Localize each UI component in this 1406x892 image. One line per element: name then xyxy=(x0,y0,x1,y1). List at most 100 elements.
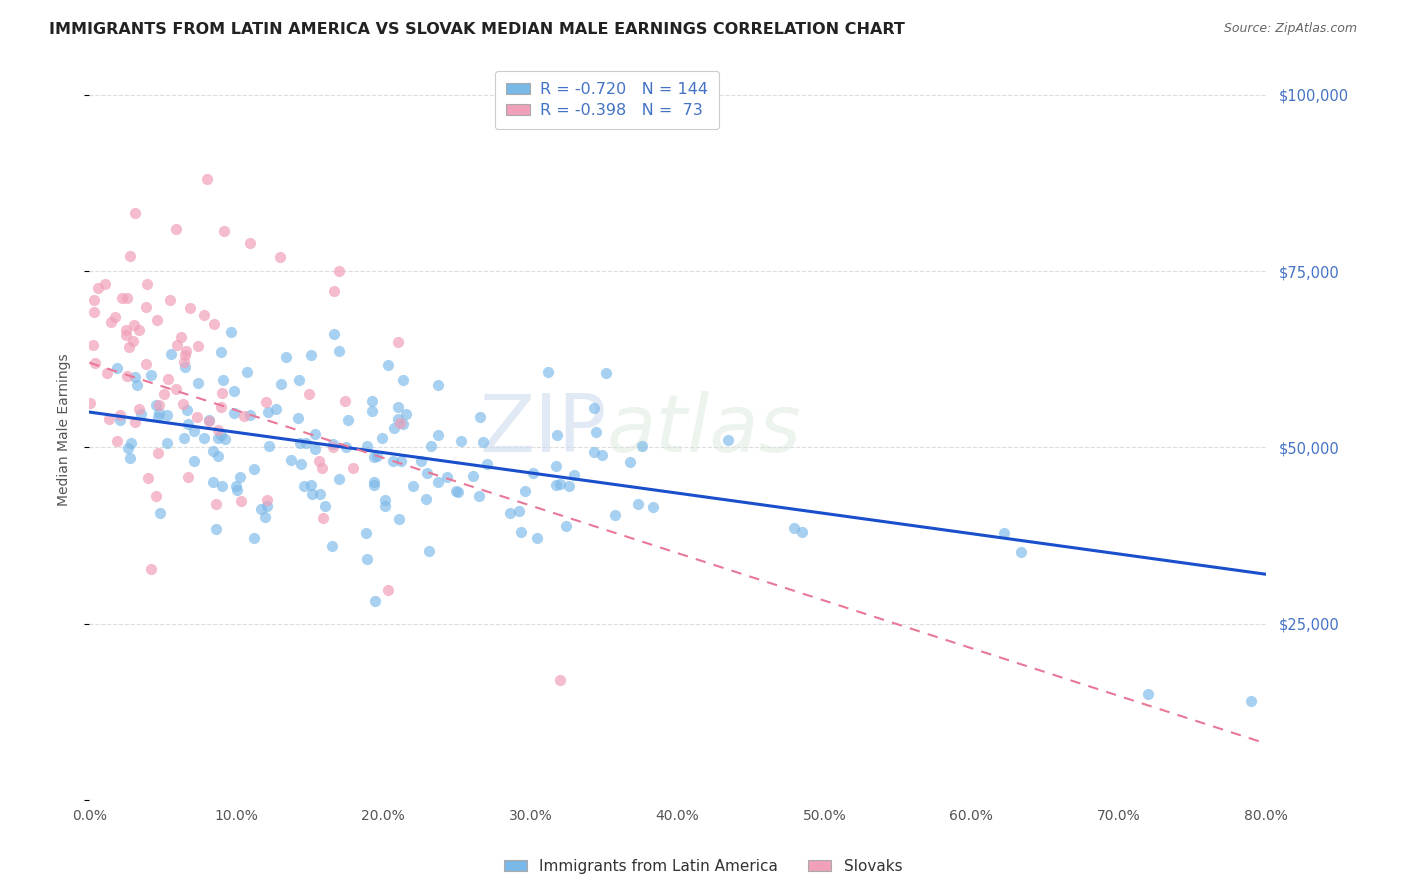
Point xyxy=(288,436,311,450)
Point xyxy=(450,434,472,449)
Point xyxy=(239,235,262,250)
Point xyxy=(363,477,385,491)
Point xyxy=(193,431,215,445)
Text: ZIP: ZIP xyxy=(479,391,607,468)
Point xyxy=(148,406,170,420)
Point xyxy=(156,408,179,422)
Point xyxy=(582,401,605,416)
Point xyxy=(79,396,101,410)
Point xyxy=(513,483,536,498)
Point xyxy=(117,442,139,456)
Point xyxy=(174,359,197,374)
Point xyxy=(409,454,432,468)
Point xyxy=(225,479,247,493)
Point xyxy=(499,506,522,520)
Point xyxy=(447,484,470,499)
Point xyxy=(364,593,387,607)
Point xyxy=(118,249,141,263)
Point xyxy=(387,401,409,415)
Point xyxy=(356,439,378,453)
Point xyxy=(280,452,302,467)
Point xyxy=(128,323,150,337)
Point xyxy=(562,467,585,482)
Point xyxy=(475,457,498,471)
Point xyxy=(83,293,105,307)
Point xyxy=(193,308,215,322)
Point xyxy=(792,524,814,539)
Point xyxy=(211,479,233,493)
Point xyxy=(243,462,266,476)
Point xyxy=(82,338,104,352)
Point xyxy=(149,507,172,521)
Point xyxy=(472,435,495,450)
Point xyxy=(183,424,205,438)
Point xyxy=(522,466,544,480)
Point xyxy=(84,355,107,369)
Point xyxy=(419,439,441,453)
Point xyxy=(198,412,221,426)
Point xyxy=(256,493,278,508)
Point xyxy=(591,448,613,462)
Point xyxy=(298,386,321,401)
Point xyxy=(394,407,416,421)
Point xyxy=(259,439,281,453)
Point xyxy=(104,310,127,325)
Point xyxy=(314,499,336,513)
Point xyxy=(401,479,423,493)
Point xyxy=(146,312,169,326)
Point xyxy=(139,562,162,576)
Point xyxy=(205,522,228,536)
Point xyxy=(256,499,278,513)
Point xyxy=(322,440,344,454)
Point xyxy=(361,404,384,418)
Point xyxy=(250,502,273,516)
Point xyxy=(135,357,157,371)
Point xyxy=(426,377,449,392)
Point xyxy=(299,348,322,362)
Point xyxy=(308,487,330,501)
Point xyxy=(207,424,229,438)
Point xyxy=(183,454,205,468)
Legend: Immigrants from Latin America, Slovaks: Immigrants from Latin America, Slovaks xyxy=(498,853,908,880)
Point xyxy=(328,264,350,278)
Point xyxy=(537,365,560,379)
Point xyxy=(239,408,262,422)
Point xyxy=(1240,694,1263,708)
Point xyxy=(363,450,385,464)
Point xyxy=(204,497,226,511)
Point xyxy=(381,454,404,468)
Point xyxy=(356,551,378,566)
Point xyxy=(299,478,322,492)
Point xyxy=(100,315,122,329)
Point xyxy=(287,411,309,425)
Y-axis label: Median Male Earnings: Median Male Earnings xyxy=(58,353,72,506)
Point xyxy=(139,368,162,382)
Point xyxy=(211,373,233,387)
Point xyxy=(782,521,804,535)
Point xyxy=(105,360,128,375)
Point xyxy=(374,493,396,508)
Point xyxy=(122,318,145,332)
Point xyxy=(418,543,440,558)
Point xyxy=(107,434,129,448)
Point xyxy=(177,417,200,432)
Point xyxy=(274,351,297,365)
Point xyxy=(159,293,181,307)
Point xyxy=(156,436,179,450)
Point xyxy=(304,442,326,457)
Point xyxy=(174,344,197,359)
Point xyxy=(391,373,413,387)
Point xyxy=(124,370,146,384)
Point xyxy=(548,673,571,687)
Point xyxy=(321,540,343,554)
Point xyxy=(311,460,333,475)
Point xyxy=(195,172,218,186)
Point xyxy=(207,449,229,463)
Point xyxy=(619,455,641,469)
Point xyxy=(117,291,139,305)
Point xyxy=(121,334,143,348)
Point xyxy=(627,497,650,511)
Point xyxy=(209,400,232,414)
Point xyxy=(377,359,399,373)
Point xyxy=(554,519,576,533)
